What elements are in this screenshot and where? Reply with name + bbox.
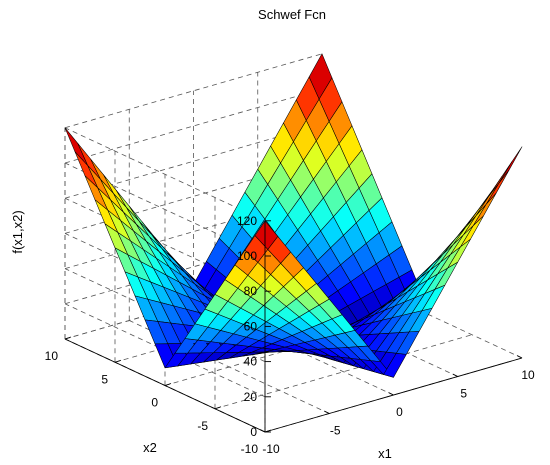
x1-tick-label: 10 xyxy=(521,368,535,382)
x2-tick-mark xyxy=(114,359,122,363)
x1-tick-mark xyxy=(324,410,330,414)
surface-layer xyxy=(64,53,523,378)
x1-tick-label: -10 xyxy=(262,442,280,456)
x1-tick-mark xyxy=(452,373,458,377)
x2-tick-label: -10 xyxy=(241,442,259,456)
x2-tick-label: 10 xyxy=(45,349,59,363)
x2-tick-mark xyxy=(264,429,272,433)
x1-axis-label: x1 xyxy=(378,446,392,461)
surface-patch xyxy=(473,192,497,226)
chart-title: Schwef Fcn xyxy=(258,7,326,22)
z-tick-label: 20 xyxy=(244,390,258,404)
axis-layer: 0 20 40 60 80 100 120 -10 -5 0 5 10 -10 -5 0 5 10 xyxy=(45,214,535,456)
z-tick-label: 80 xyxy=(244,284,258,298)
x1-tick-label: -5 xyxy=(330,424,341,438)
z-tick-label: 0 xyxy=(250,425,257,439)
x1-tick-label: 5 xyxy=(460,387,467,401)
surface-patch xyxy=(498,146,523,184)
x2-tick-label: 0 xyxy=(151,396,158,410)
x1-tick-mark xyxy=(388,392,394,396)
surface-patch xyxy=(486,169,510,205)
z-axis-label: f(x1,x2) xyxy=(10,210,25,253)
surface-patch xyxy=(488,161,513,197)
x2-tick-mark xyxy=(214,406,222,410)
x2-tick-label: 5 xyxy=(101,372,108,386)
x2-tick-mark xyxy=(64,336,72,340)
x2-tick-label: -5 xyxy=(197,419,208,433)
z-tick-label: 120 xyxy=(237,214,257,228)
x2-axis-label: x2 xyxy=(143,440,157,455)
x2-tick-mark xyxy=(164,383,172,386)
x1-tick-mark xyxy=(516,355,523,359)
z-tick-label: 40 xyxy=(244,355,258,369)
z-tick-label: 60 xyxy=(244,319,258,333)
z-tick-label: 100 xyxy=(237,249,257,263)
x1-tick-label: 0 xyxy=(396,405,403,419)
x1-tick-mark xyxy=(259,429,266,433)
